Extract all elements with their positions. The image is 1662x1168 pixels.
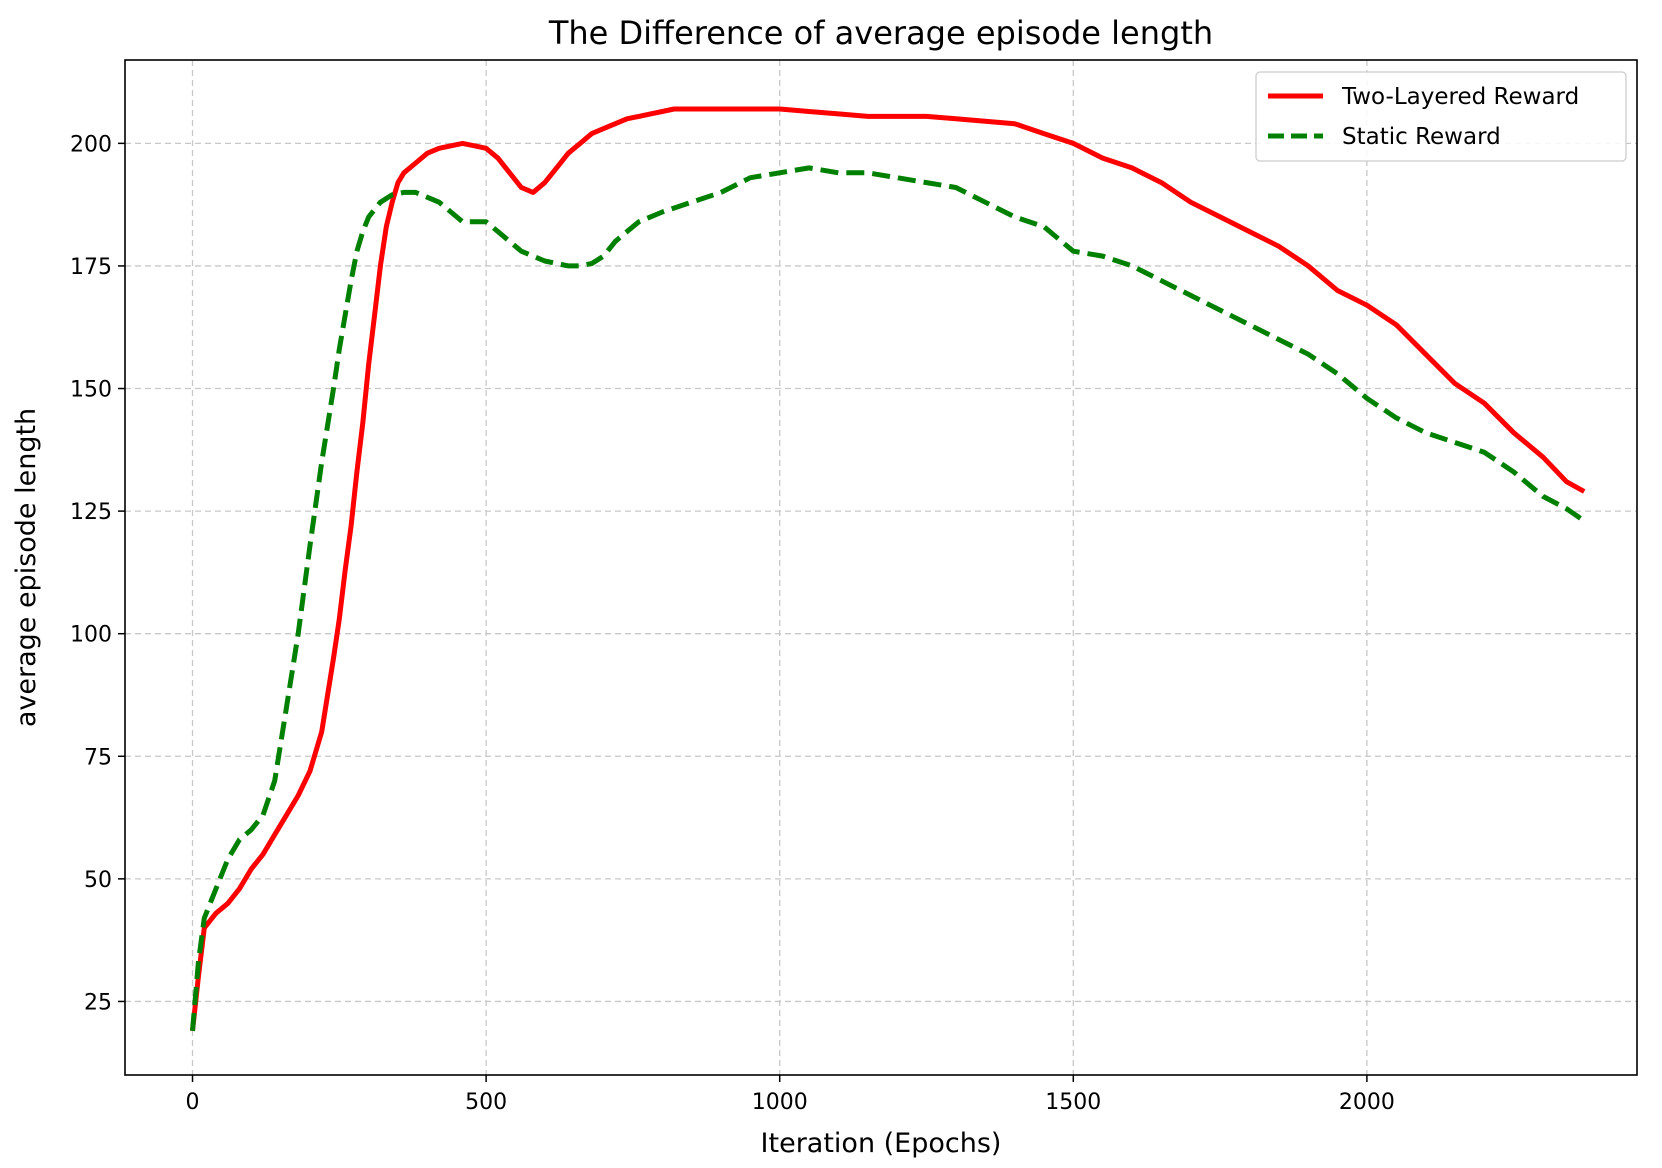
grid [125,60,1637,1075]
legend-label-two-layered-reward: Two-Layered Reward [1341,84,1579,110]
x-axis-title: Iteration (Epochs) [761,1128,1002,1159]
y-axis-title: average episode length [11,408,42,727]
y-tick-label: 100 [70,623,112,648]
ticks: 0 500 1000 1500 2000 25 50 75 100 125 150 175 200 [70,132,1395,1115]
legend-label-static-reward: Static Reward [1342,124,1501,150]
chart-title: The Difference of average episode length [548,14,1213,52]
y-tick-label: 200 [70,132,112,157]
y-tick-label: 50 [84,868,112,893]
x-tick-label: 500 [465,1090,507,1115]
series-line-static-reward [190,165,1586,1032]
y-tick-label: 150 [70,378,112,403]
plot-frame [124,59,1638,1076]
y-tick-label: 175 [70,255,112,280]
x-tick-label: 1500 [1045,1090,1101,1115]
legend-box [1255,71,1627,162]
legend: Two-Layered Reward Static Reward [1255,71,1627,162]
series-line-two-layered-reward [190,106,1586,1032]
x-tick-label: 1000 [752,1090,808,1115]
x-tick-label: 0 [186,1090,200,1115]
series-layer [190,106,1586,1032]
y-tick-label: 25 [84,990,112,1015]
y-tick-label: 125 [70,500,112,525]
y-tick-label: 75 [84,745,112,770]
x-tick-label: 2000 [1339,1090,1395,1115]
